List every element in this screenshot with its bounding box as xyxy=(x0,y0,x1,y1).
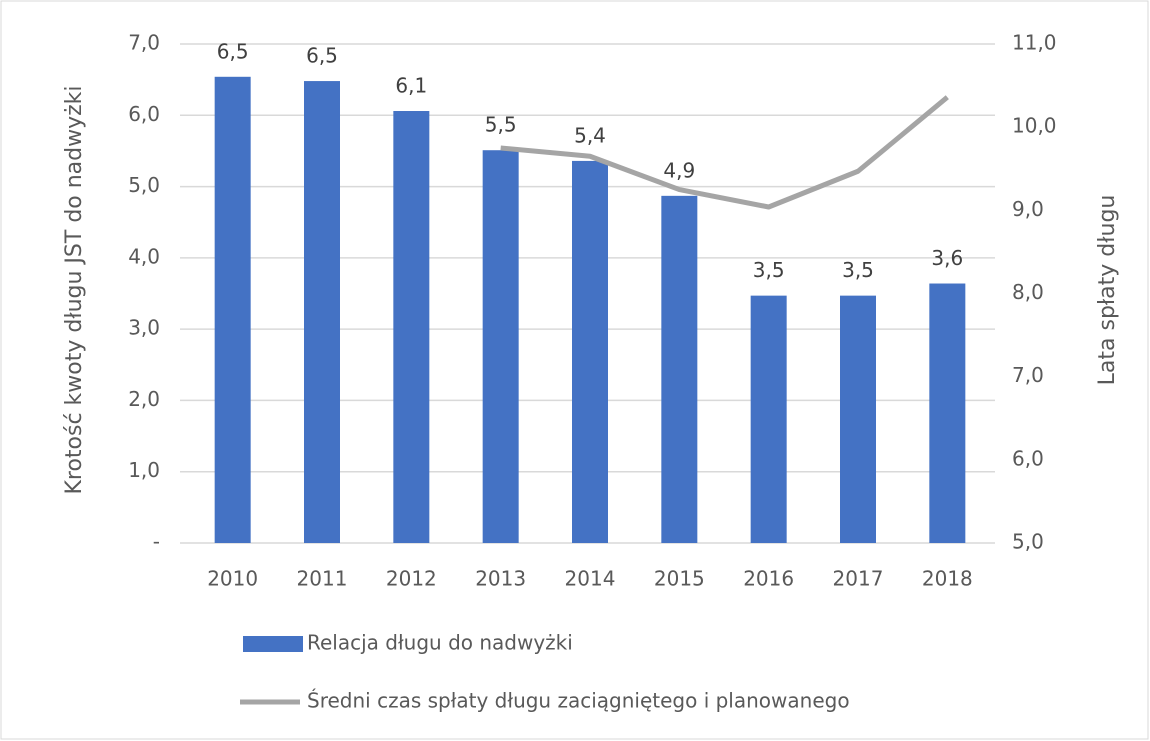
y-tick-label: 1,0 xyxy=(128,458,160,482)
data-label: 4,9 xyxy=(663,158,695,182)
bar xyxy=(214,76,251,543)
x-tick-label: 2015 xyxy=(654,567,705,591)
data-label: 6,1 xyxy=(395,74,427,98)
line xyxy=(500,95,949,210)
data-label: 6,5 xyxy=(217,39,249,63)
y2-axis-title: Lata spłaty długu xyxy=(1095,195,1120,386)
bar xyxy=(572,160,608,543)
y2-tick-label: 5,0 xyxy=(1012,530,1044,554)
x-tick-label: 2012 xyxy=(386,567,437,591)
bar xyxy=(840,295,876,543)
x-tick-label: 2010 xyxy=(207,567,258,591)
x-tick-label: 2016 xyxy=(743,567,794,591)
bar xyxy=(304,81,340,543)
y-tick-label: - xyxy=(153,530,160,554)
y2-tick-label: 10,0 xyxy=(1012,114,1057,138)
data-label: 5,4 xyxy=(574,123,606,147)
y-tick-label: 6,0 xyxy=(128,102,160,126)
y-tick-label: 3,0 xyxy=(128,316,160,340)
y-tick-label: 7,0 xyxy=(128,31,160,55)
legend-label: Relacja długu do nadwyżki xyxy=(307,631,573,655)
y-tick-label: 2,0 xyxy=(128,387,160,411)
y2-tick-label: 8,0 xyxy=(1012,280,1044,304)
data-label: 3,6 xyxy=(931,246,963,270)
data-label: 3,5 xyxy=(842,258,874,282)
y2-tick-label: 6,0 xyxy=(1012,446,1044,470)
data-label: 5,5 xyxy=(485,113,517,137)
legend-label: Średni czas spłaty długu zaciągniętego i… xyxy=(307,689,850,713)
y2-tick-label: 7,0 xyxy=(1012,363,1044,387)
y-axis-title: Krotość kwoty długu JST do nadwyżki xyxy=(62,85,87,494)
x-tick-label: 2011 xyxy=(297,567,348,591)
x-tick-label: 2018 xyxy=(922,567,973,591)
y2-tick-label: 11,0 xyxy=(1012,31,1057,55)
legend-swatch xyxy=(243,636,303,652)
bar xyxy=(393,111,430,543)
x-tick-label: 2014 xyxy=(565,567,616,591)
bar xyxy=(482,150,519,544)
y-tick-label: 4,0 xyxy=(128,244,160,268)
x-tick-label: 2013 xyxy=(475,567,526,591)
bar xyxy=(661,195,698,544)
bar xyxy=(750,295,787,543)
y-tick-label: 5,0 xyxy=(128,173,160,197)
bar xyxy=(929,283,966,543)
x-tick-label: 2017 xyxy=(833,567,884,591)
y2-tick-label: 9,0 xyxy=(1012,197,1044,221)
data-label: 6,5 xyxy=(306,44,338,68)
data-label: 3,5 xyxy=(753,258,785,282)
